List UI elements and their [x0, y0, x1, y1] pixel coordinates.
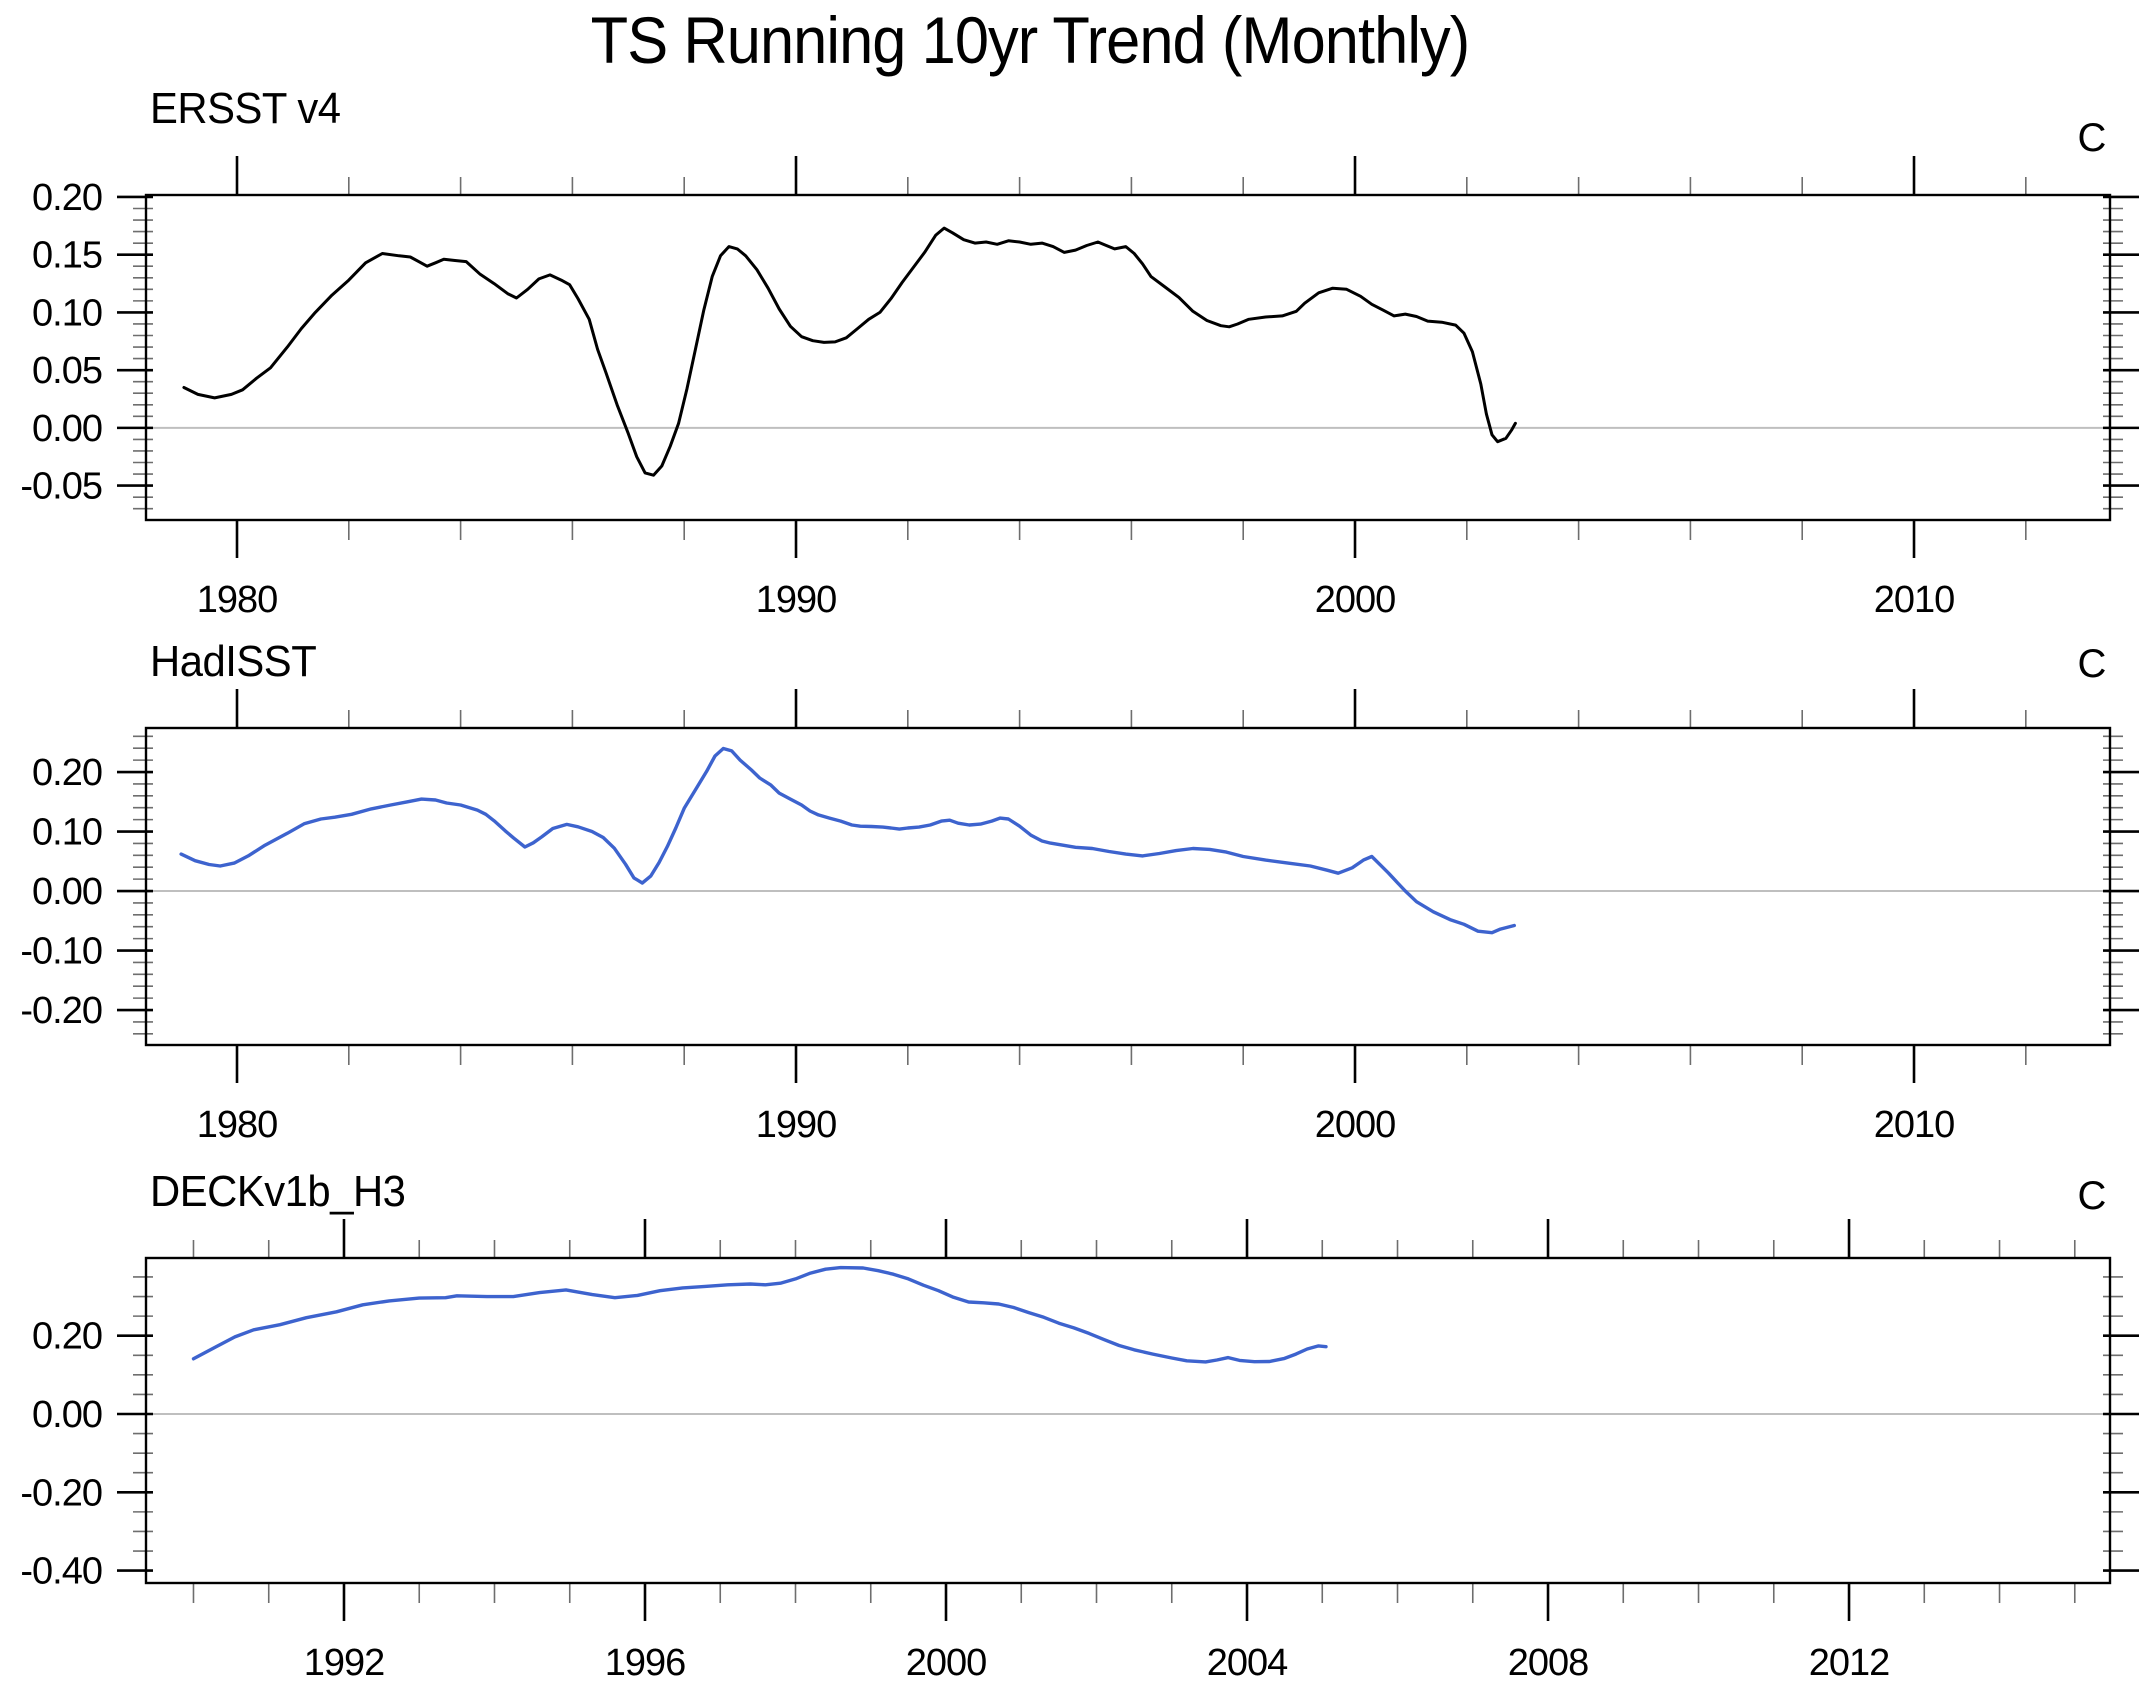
- y-tick-label: -0.10: [20, 931, 102, 973]
- y-tick-label: 0.20: [32, 177, 102, 219]
- unit-label-celsius: C: [2077, 642, 2107, 686]
- x-tick-label: 1990: [756, 1104, 837, 1146]
- y-tick-label: 0.10: [32, 812, 102, 854]
- panel-title-hadisst: HadISST: [150, 637, 317, 686]
- x-tick-label: 2008: [1508, 1642, 1589, 1684]
- x-tick-label: 1996: [605, 1642, 686, 1684]
- x-tick-label: 1980: [197, 579, 278, 621]
- chart-title: TS Running 10yr Trend (Monthly): [590, 3, 1471, 77]
- series-line-hadisst: [179, 746, 1517, 935]
- y-tick-label: 0.00: [32, 1394, 102, 1436]
- y-tick-label: 0.20: [32, 1316, 102, 1358]
- panel-frame: [144, 193, 2112, 522]
- panel-frame: [144, 1256, 2112, 1585]
- x-tick-label: 2000: [906, 1642, 987, 1684]
- x-tick-label: 1990: [756, 579, 837, 621]
- y-tick-label: -0.40: [20, 1551, 102, 1593]
- y-tick-label: 0.15: [32, 235, 102, 277]
- y-tick-label: 0.20: [32, 752, 102, 794]
- x-tick-label: 2010: [1874, 1104, 1955, 1146]
- y-tick-label: 0.05: [32, 350, 102, 392]
- unit-label-celsius: C: [2077, 1174, 2107, 1218]
- x-tick-label: 1992: [304, 1642, 385, 1684]
- y-axis-ticks: -0.40 -0.20 0.00 0.20: [20, 1276, 2139, 1593]
- x-tick-label: 2004: [1207, 1642, 1288, 1684]
- panel-title-deckv1b-h3: DECKv1b_H3: [150, 1167, 406, 1216]
- y-tick-label: 0.10: [32, 292, 102, 334]
- series-line-deckv1b-h3: [191, 1265, 1328, 1364]
- y-axis-ticks: -0.05 0.00 0.05 0.10 0.15 0.20: [20, 177, 2139, 510]
- x-tick-label: 2010: [1874, 579, 1955, 621]
- x-axis-ticks: 1980 1990 2000 2010: [197, 156, 2027, 621]
- x-tick-label: 2000: [1315, 579, 1396, 621]
- y-tick-label: 0.00: [32, 871, 102, 913]
- y-axis-ticks: -0.20 -0.10 0.00 0.10 0.20: [20, 735, 2139, 1035]
- series-line-ersst-v4: [182, 226, 1517, 477]
- chart-panel-ersst-v4: 1980 1990 2000 2010 -0.05 0.00 0.05 0.10 0.15 0.2…: [20, 156, 2139, 621]
- chart-panel-hadisst: 1980 1990 2000 2010 -0.20 -0.10 0.00 0.10 0.20: [20, 689, 2139, 1146]
- panel-title-ersst-v4: ERSST v4: [150, 84, 341, 133]
- x-axis-ticks: 1992 1996 2000 2004 2008 2012: [192, 1219, 2076, 1684]
- y-tick-label: 0.00: [32, 408, 102, 450]
- x-tick-label: 1980: [197, 1104, 278, 1146]
- unit-label-celsius: C: [2077, 116, 2107, 160]
- chart-panel-deckv1b-h3: 1992 1996 2000 2004 2008 2012 -0.40 -0.20 0.00 0.…: [20, 1219, 2139, 1684]
- x-tick-label: 2000: [1315, 1104, 1396, 1146]
- x-tick-label: 2012: [1809, 1642, 1890, 1684]
- x-axis-ticks: 1980 1990 2000 2010: [197, 689, 2027, 1146]
- y-tick-label: -0.05: [20, 466, 102, 508]
- y-tick-label: -0.20: [20, 990, 102, 1032]
- panel-frame: [144, 726, 2112, 1047]
- y-tick-label: -0.20: [20, 1472, 102, 1514]
